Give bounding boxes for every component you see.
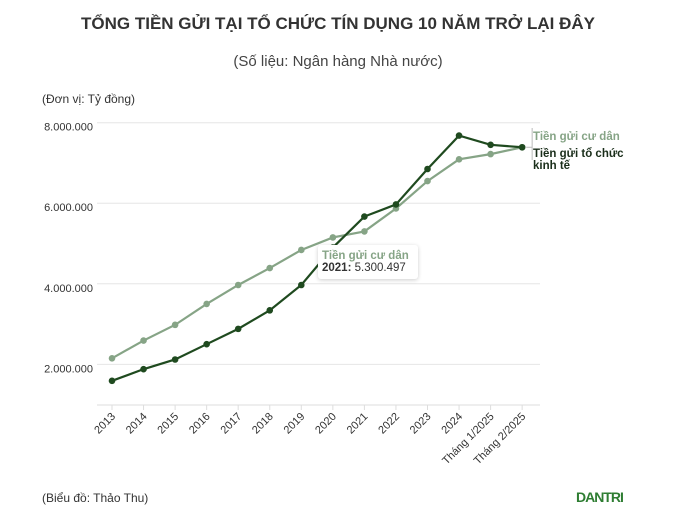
data-point [203,340,210,348]
chart-title: TỔNG TIỀN GỬI TẠI TỔ CHỨC TÍN DỤNG 10 NĂ… [81,14,595,33]
data-point [140,337,147,344]
data-point [392,201,400,208]
series-line [111,134,523,382]
data-point [171,321,179,329]
x-tick-label: 2022 [376,411,402,437]
x-tick-label: 2023 [408,411,434,437]
tooltip: Tiền gửi cư dân 2021: 5.300.497 [318,245,418,279]
data-point [361,228,368,235]
source-credit: (Biểu đồ: Thảo Thu) [42,491,149,505]
data-point [329,234,337,241]
tooltip-value: 5.300.497 [354,262,406,274]
data-point [424,165,431,173]
chart-subtitle: (Số liệu: Ngân hàng Nhà nước) [233,53,443,70]
x-tick-label: 2017 [219,411,245,437]
series-line [111,146,523,360]
data-point [234,325,242,333]
data-point [234,281,242,289]
data-point [266,264,274,272]
x-tick-label: 2019 [282,411,308,437]
data-point [140,365,147,373]
tooltip-year: 2021: [322,262,352,274]
data-point [487,150,494,158]
y-tick-label: 6.000.000 [44,202,93,214]
x-tick-label: 2016 [187,411,213,437]
x-tick-label: 2020 [313,411,339,437]
data-point [266,307,274,314]
data-point [424,177,431,185]
data-point [487,141,494,149]
x-tick-label: 2015 [155,411,181,437]
data-point [171,356,179,363]
data-point [203,300,210,308]
x-tick-label: 2024 [439,411,465,437]
data-point [455,156,463,163]
series-label: kinh tế [533,160,571,172]
x-tick-label: 2021 [345,411,371,437]
data-point [108,354,116,362]
data-point [455,132,463,139]
data-point [298,281,305,289]
data-point [361,213,368,220]
data-point [108,377,116,385]
series-label: Tiền gửi cư dân [533,131,620,143]
x-tick-label: 2014 [124,411,150,437]
unit-label: (Đơn vị: Tỷ đồng) [42,92,136,106]
tooltip-series: Tiền gửi cư dân [322,250,409,262]
y-tick-label: 2.000.000 [44,363,93,375]
data-point [518,143,526,151]
series-label: Tiền gửi tổ chức [533,148,624,160]
y-tick-label: 8.000.000 [44,122,93,134]
x-tick-label: 2018 [250,411,276,437]
dantri-logo: DANTRI [576,489,624,505]
data-point [298,246,305,254]
x-tick-label: 2013 [92,411,118,437]
y-tick-label: 4.000.000 [44,283,93,295]
